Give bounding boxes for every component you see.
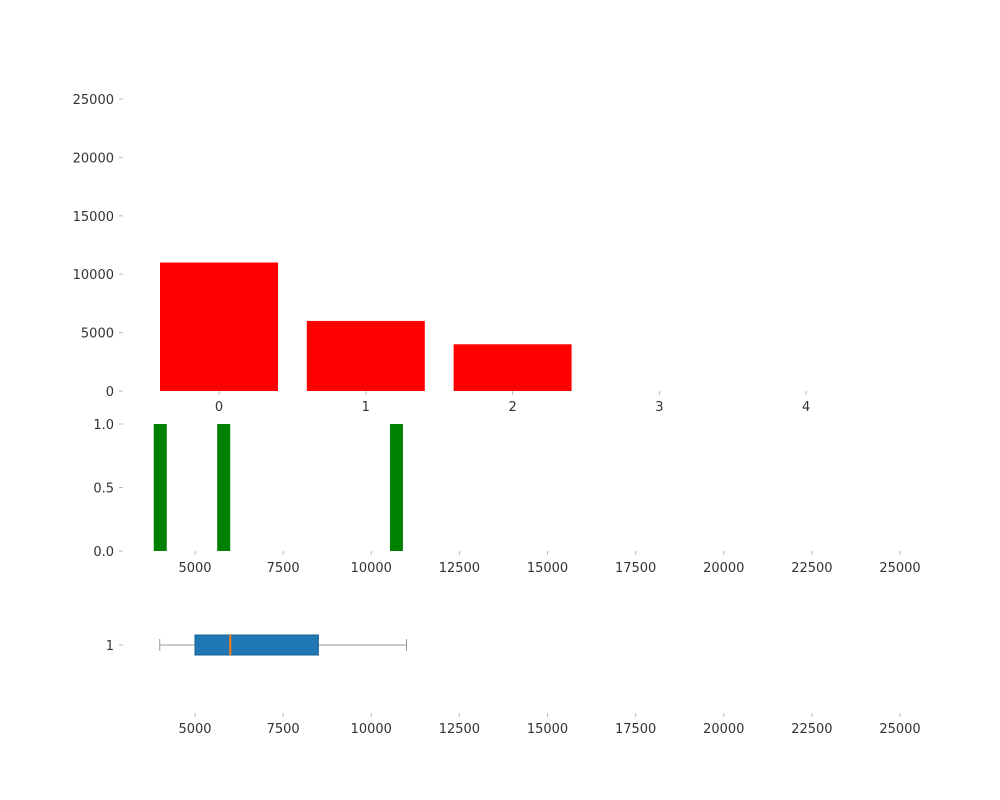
x-tick-label: 25000 bbox=[879, 561, 920, 576]
x-tick-label: 7500 bbox=[267, 561, 300, 576]
middle-bar-chart: 0.0 0.5 1.0 5000 7500 10000 12500 15000 17500 200… bbox=[93, 418, 920, 576]
x-tick-label: 17500 bbox=[615, 561, 656, 576]
y-tick-label: 20000 bbox=[73, 151, 114, 166]
bar bbox=[389, 424, 403, 551]
y-tick-label: 0 bbox=[106, 385, 114, 400]
y-tick-label: 10000 bbox=[73, 268, 114, 283]
x-tick-label: 20000 bbox=[703, 722, 744, 737]
x-tick-label: 20000 bbox=[703, 561, 744, 576]
x-tick-label: 10000 bbox=[351, 561, 392, 576]
y-tick-label: 0.0 bbox=[93, 545, 114, 560]
y-tick-label: 5000 bbox=[81, 327, 114, 342]
box-plot: 15000 7500 10000 12500 15000 17500 20000 22500 2… bbox=[106, 634, 921, 737]
x-tick-label: 4 bbox=[802, 400, 810, 415]
y-tick-label: 25000 bbox=[73, 93, 114, 108]
top-bar-chart: 0 5000 10000 15000 20000 25000 0 1 2 3 4 bbox=[73, 93, 811, 415]
x-tick-label: 22500 bbox=[791, 561, 832, 576]
y-tick-label: 1 bbox=[106, 639, 114, 654]
x-tick-label: 12500 bbox=[439, 561, 480, 576]
bar bbox=[160, 262, 278, 391]
bar bbox=[306, 320, 425, 391]
bar bbox=[453, 344, 572, 391]
x-tick-label: 15000 bbox=[527, 561, 568, 576]
y-tick-label: 0.5 bbox=[93, 482, 114, 497]
y-tick-label: 1.0 bbox=[93, 418, 114, 433]
x-tick-label: 22500 bbox=[791, 722, 832, 737]
x-tick-label: 5000 bbox=[178, 722, 211, 737]
x-tick-label: 25000 bbox=[879, 722, 920, 737]
y-tick-label: 15000 bbox=[73, 210, 114, 225]
x-tick-label: 1 bbox=[362, 400, 370, 415]
x-tick-label: 15000 bbox=[527, 722, 568, 737]
box bbox=[194, 634, 319, 656]
x-tick-label: 17500 bbox=[615, 722, 656, 737]
x-tick-label: 2 bbox=[508, 400, 516, 415]
x-tick-label: 5000 bbox=[178, 561, 211, 576]
bar bbox=[153, 424, 167, 551]
x-tick-label: 10000 bbox=[351, 722, 392, 737]
x-tick-label: 7500 bbox=[267, 722, 300, 737]
x-tick-label: 3 bbox=[655, 400, 663, 415]
bar bbox=[217, 424, 231, 551]
x-tick-label: 0 bbox=[215, 400, 223, 415]
x-tick-label: 12500 bbox=[439, 722, 480, 737]
